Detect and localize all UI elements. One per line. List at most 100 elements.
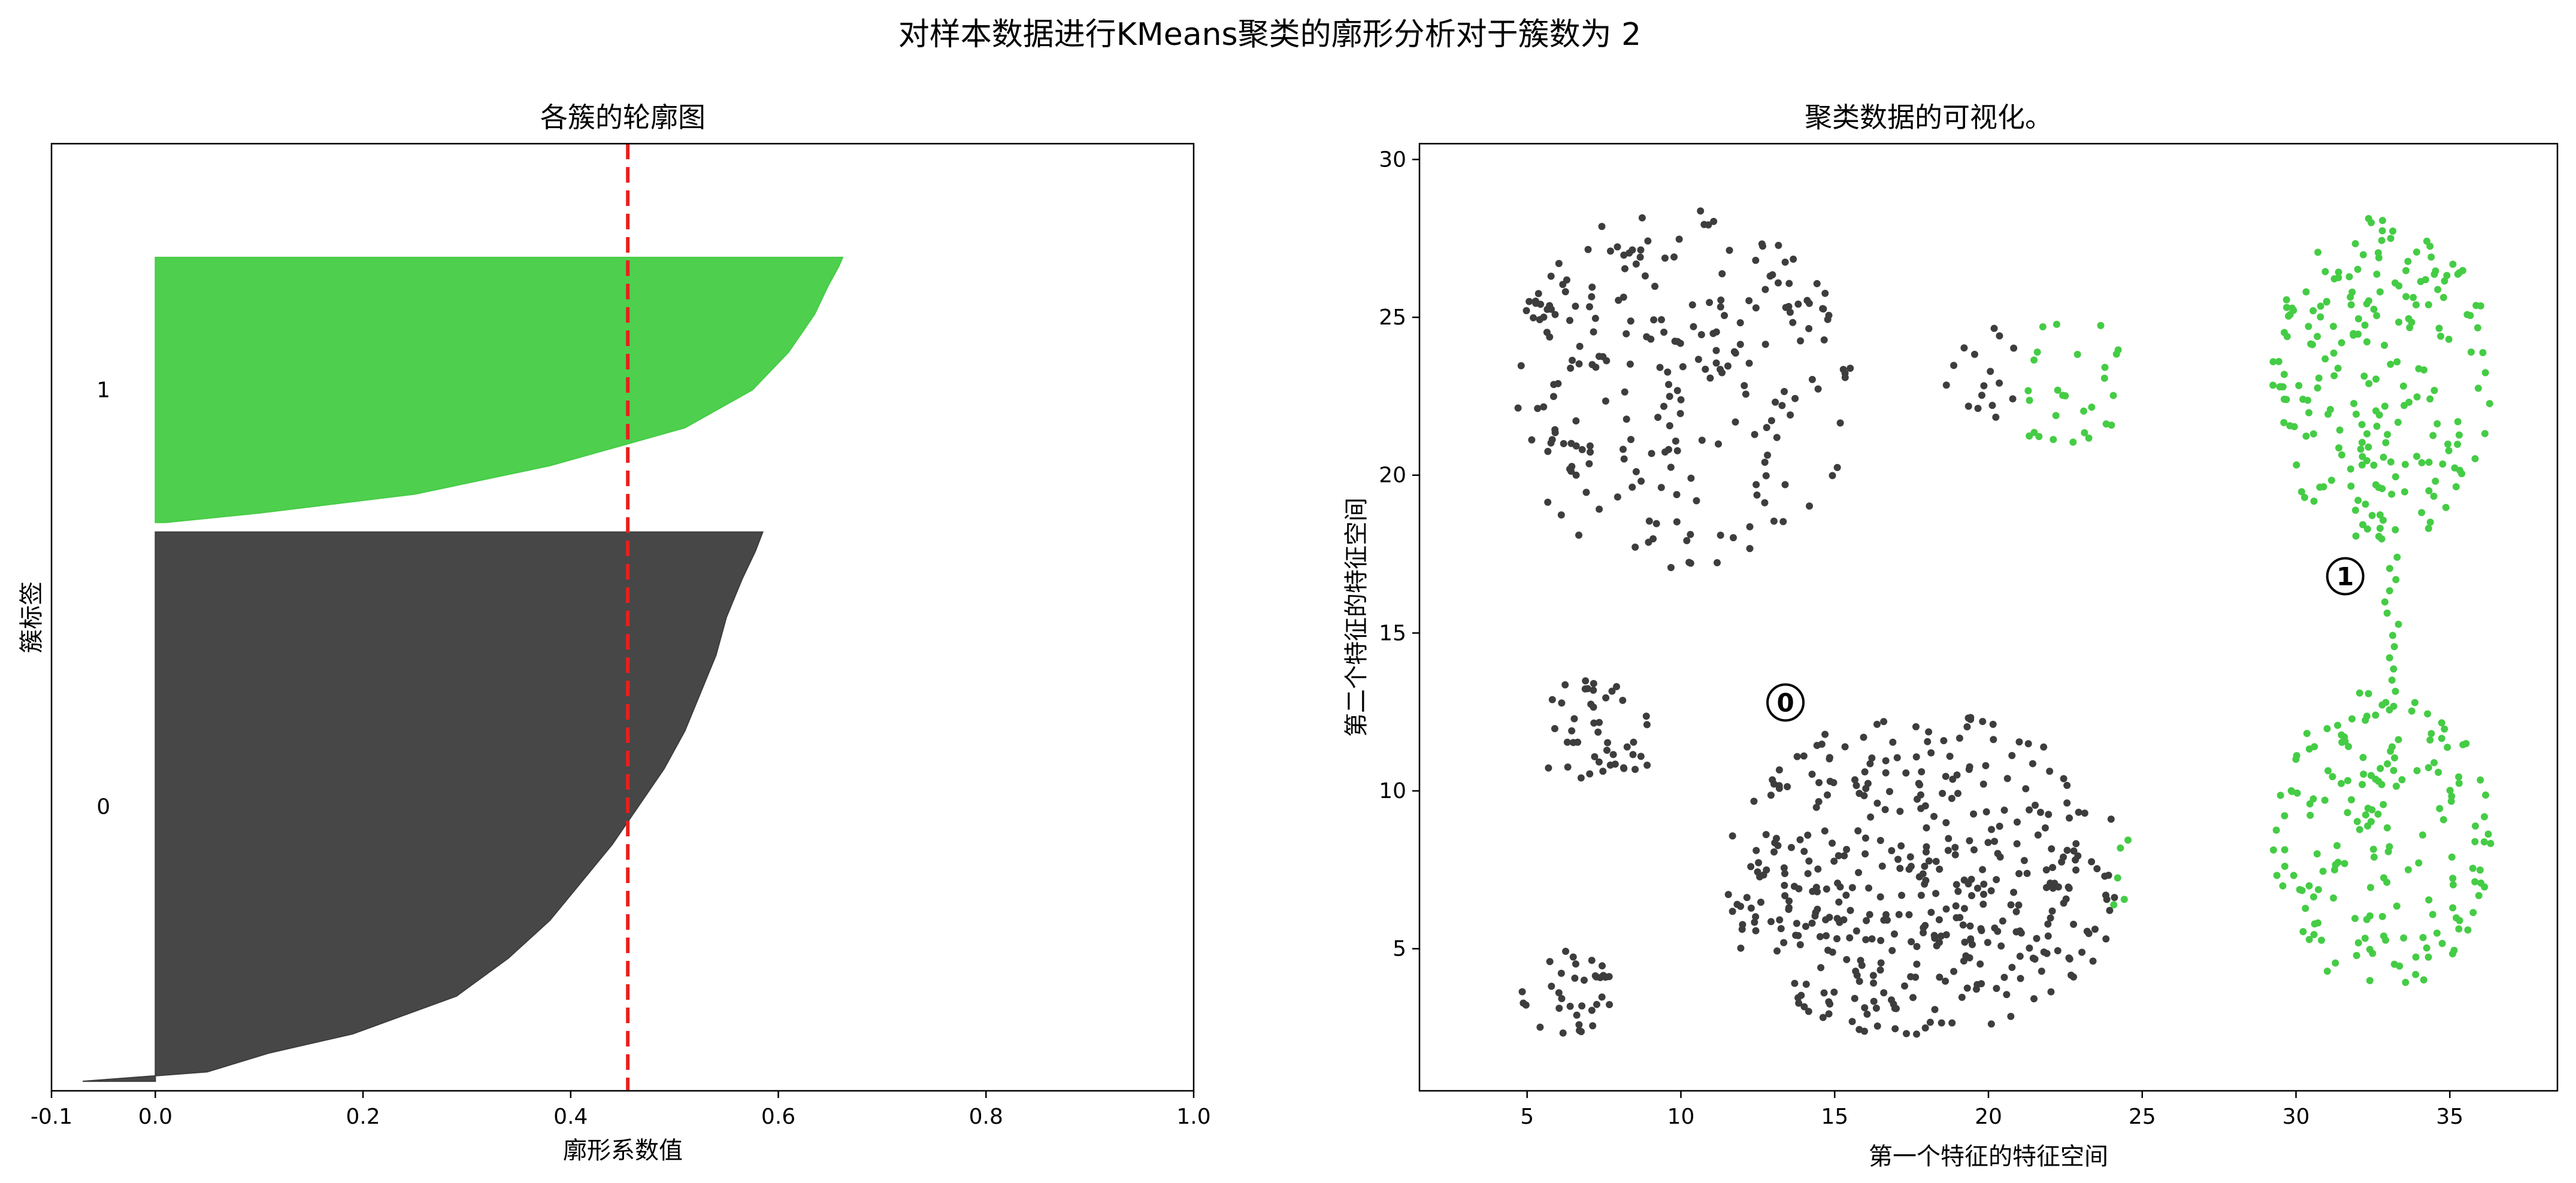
scatter-point-cluster-1 (2423, 944, 2430, 952)
scatter-point-cluster-0 (1836, 419, 1844, 427)
scatter-point-cluster-0 (1623, 743, 1631, 751)
scatter-point-cluster-0 (1980, 382, 1988, 390)
scatter-point-cluster-0 (1866, 760, 1874, 768)
scatter-point-cluster-0 (1888, 996, 1896, 1004)
scatter-point-cluster-0 (1873, 799, 1881, 807)
scatter-point-cluster-0 (1566, 1002, 1574, 1010)
scatter-point-cluster-0 (1775, 784, 1783, 792)
scatter-point-cluster-0 (1762, 472, 1770, 480)
scatter-point-cluster-0 (2048, 845, 2056, 853)
scatter-point-cluster-1 (2356, 689, 2363, 697)
scatter-point-cluster-1 (2412, 953, 2420, 961)
scatter-x-tick-label: 35 (2436, 1105, 2463, 1129)
scatter-point-cluster-1 (2362, 811, 2369, 819)
scatter-point-cluster-0 (1826, 914, 1833, 921)
scatter-point-cluster-0 (1665, 445, 1673, 453)
scatter-point-cluster-0 (2032, 801, 2039, 809)
scatter-point-cluster-0 (2010, 344, 2018, 352)
scatter-point-cluster-0 (1536, 1023, 1544, 1031)
scatter-point-cluster-0 (1755, 859, 1763, 866)
scatter-point-cluster-0 (1717, 296, 1725, 304)
scatter-point-cluster-0 (1927, 908, 1935, 916)
scatter-point-cluster-1 (2389, 632, 2396, 639)
scatter-point-cluster-0 (1785, 280, 1793, 287)
scatter-point-cluster-0 (1795, 999, 1803, 1007)
scatter-point-cluster-1 (2345, 742, 2353, 750)
silhouette-title: 各簇的轮廓图 (540, 101, 706, 134)
scatter-point-cluster-0 (1517, 362, 1525, 369)
scatter-point-cluster-0 (1763, 424, 1770, 432)
scatter-point-cluster-0 (2013, 818, 2021, 826)
scatter-point-cluster-0 (1547, 439, 1555, 447)
scatter-point-cluster-0 (1993, 984, 2000, 992)
scatter-point-cluster-1 (2280, 418, 2288, 426)
scatter-y-tick-label: 15 (1379, 621, 1406, 645)
scatter-point-cluster-1 (2295, 381, 2303, 389)
scatter-point-cluster-0 (1945, 835, 1953, 842)
scatter-point-cluster-1 (2097, 321, 2105, 329)
scatter-point-cluster-0 (1567, 365, 1575, 372)
scatter-point-cluster-0 (1905, 865, 1913, 873)
scatter-point-cluster-0 (1770, 848, 1778, 856)
scatter-point-cluster-0 (1851, 776, 1859, 784)
scatter-point-cluster-0 (2020, 857, 2028, 864)
silhouette-frame (50, 142, 1195, 1092)
scatter-point-cluster-0 (1571, 974, 1579, 982)
scatter-point-cluster-0 (1761, 459, 1769, 466)
scatter-point-cluster-0 (1800, 1003, 1808, 1011)
scatter-point-cluster-1 (2348, 288, 2356, 296)
scatter-point-cluster-1 (2418, 459, 2426, 466)
scatter-point-cluster-0 (1588, 283, 1596, 291)
scatter-point-cluster-0 (1939, 790, 1947, 797)
scatter-point-cluster-1 (2319, 867, 2327, 875)
scatter-point-cluster-0 (1873, 1022, 1881, 1030)
scatter-point-cluster-1 (2366, 945, 2374, 953)
scatter-point-cluster-0 (1642, 712, 1650, 720)
scatter-point-cluster-0 (1964, 402, 1972, 410)
scatter-point-cluster-0 (2015, 901, 2023, 909)
scatter-point-cluster-0 (1820, 989, 1828, 997)
scatter-point-cluster-1 (2480, 838, 2488, 846)
scatter-point-cluster-0 (1693, 497, 1700, 505)
scatter-point-cluster-1 (2101, 363, 2109, 371)
scatter-point-cluster-0 (1717, 303, 1724, 311)
scatter-point-cluster-0 (1907, 973, 1915, 981)
scatter-point-cluster-1 (2392, 526, 2399, 533)
scatter-point-cluster-1 (2415, 365, 2423, 372)
scatter-point-cluster-1 (2384, 760, 2392, 768)
scatter-point-cluster-1 (2424, 764, 2432, 772)
scatter-point-cluster-1 (2370, 462, 2378, 469)
silhouette-plot: 各簇的轮廓图 -0.1 0.0 0.2 0.4 0.6 0.8 1.0 01 廓形系数值 簇… (18, 101, 1211, 1164)
scatter-point-cluster-1 (2297, 488, 2305, 496)
scatter-point-cluster-1 (2283, 296, 2290, 304)
scatter-point-cluster-0 (2106, 906, 2114, 914)
scatter-point-cluster-0 (1730, 534, 1737, 542)
scatter-point-cluster-0 (1842, 891, 1850, 899)
scatter-point-cluster-0 (1753, 491, 1761, 499)
scatter-point-cluster-1 (2314, 333, 2321, 341)
scatter-point-cluster-0 (1751, 430, 1758, 438)
scatter-point-cluster-0 (1982, 762, 1990, 769)
scatter-point-cluster-0 (2000, 806, 2008, 814)
scatter-point-cluster-0 (2067, 971, 2075, 979)
scatter-point-cluster-0 (1643, 721, 1651, 729)
scatter-point-cluster-1 (2443, 272, 2451, 280)
scatter-point-cluster-0 (1987, 1020, 1995, 1028)
scatter-point-cluster-0 (1821, 289, 1829, 297)
scatter-point-cluster-0 (1817, 964, 1825, 972)
scatter-point-cluster-0 (1808, 771, 1816, 778)
scatter-point-cluster-0 (1973, 884, 1981, 892)
scatter-point-cluster-0 (1604, 739, 1612, 747)
scatter-point-cluster-0 (1852, 927, 1860, 935)
scatter-point-cluster-1 (2368, 219, 2375, 226)
scatter-point-cluster-1 (2427, 253, 2435, 261)
scatter-point-cluster-0 (1922, 848, 1930, 856)
scatter-point-cluster-0 (1712, 359, 1720, 367)
scatter-point-cluster-0 (1812, 803, 1820, 811)
scatter-point-cluster-1 (2479, 349, 2487, 357)
scatter-point-cluster-1 (2370, 853, 2378, 861)
scatter-point-cluster-0 (1780, 939, 1788, 947)
scatter-point-cluster-0 (1603, 747, 1611, 754)
scatter-point-cluster-0 (1752, 481, 1760, 489)
